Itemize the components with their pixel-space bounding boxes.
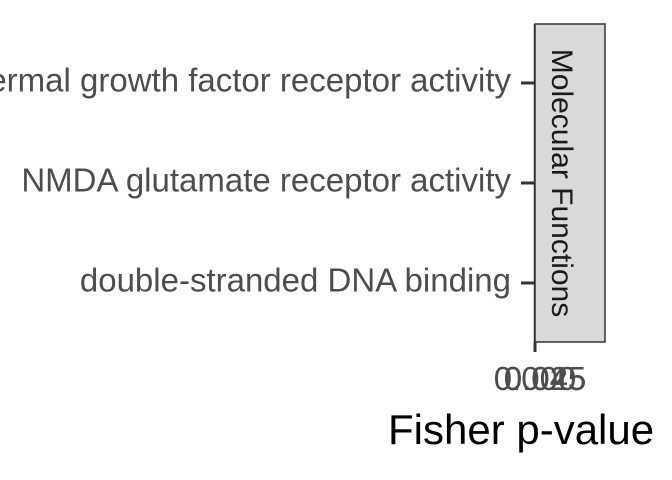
x-tick-label: 0.025	[504, 360, 587, 397]
facet-strip	[534, 23, 606, 343]
x-tick-label: 0.045	[504, 360, 587, 397]
facet-strip-label: Molecular Functions	[545, 49, 578, 317]
category-labels: epidermal growth factor receptor activit…	[0, 62, 511, 299]
category-label: double-stranded DNA binding	[80, 262, 511, 299]
y-axis-ticks	[521, 81, 535, 285]
x-axis-title: Fisher p-value	[388, 406, 654, 453]
category-label: epidermal growth factor receptor activit…	[0, 62, 511, 99]
category-label: NMDA glutamate receptor activity	[21, 162, 511, 199]
x-tick-label: 0.000	[494, 360, 577, 397]
